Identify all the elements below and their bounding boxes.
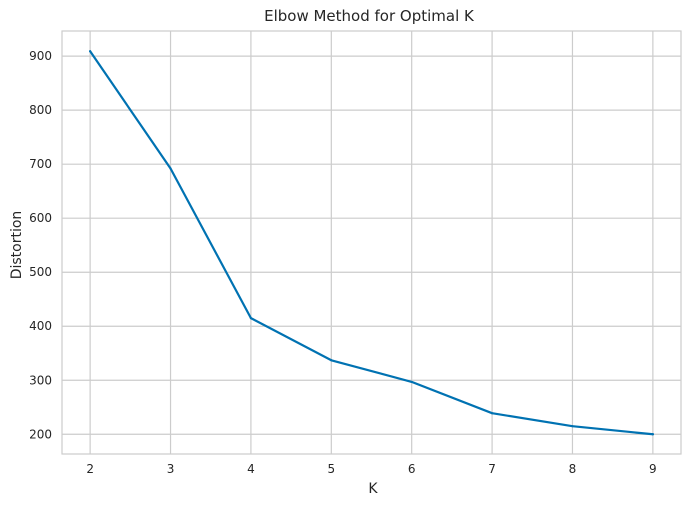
data-point (330, 359, 333, 362)
data-point (651, 433, 654, 436)
y-tick-label: 700 (29, 157, 52, 171)
plot-border (61, 30, 682, 455)
data-point (169, 167, 172, 170)
x-tick-label: 6 (408, 462, 416, 476)
x-tick-label: 8 (569, 462, 577, 476)
y-tick-labels: 200 300 400 500 600 700 800 900 (29, 49, 52, 441)
x-axis-label: K (368, 481, 378, 497)
y-axis-label: Distortion (9, 211, 25, 280)
data-point (249, 317, 253, 320)
y-tick-label: 200 (29, 427, 52, 441)
y-tick-label: 900 (29, 49, 52, 63)
x-tick-label: 5 (327, 462, 335, 476)
series-line (89, 50, 654, 436)
x-tick-label: 4 (247, 462, 255, 476)
x-tick-labels: 2 3 4 5 6 7 8 9 (86, 462, 656, 476)
y-tick-label: 300 (29, 373, 52, 387)
x-tick-label: 3 (167, 462, 175, 476)
y-tick-label: 500 (29, 265, 52, 279)
x-tick-label: 7 (488, 462, 496, 476)
data-point (410, 380, 413, 383)
y-tick-label: 800 (29, 103, 52, 117)
chart-title: Elbow Method for Optimal K (264, 7, 475, 25)
y-tick-label: 600 (29, 211, 52, 225)
x-tick-label: 2 (86, 462, 94, 476)
data-point (89, 50, 92, 53)
x-tick-label: 9 (649, 462, 657, 476)
grid (62, 31, 681, 454)
y-tick-label: 400 (29, 319, 52, 333)
data-point (571, 425, 574, 428)
plot-frame (61, 30, 682, 455)
data-point (490, 412, 494, 415)
series-layer (89, 50, 654, 436)
